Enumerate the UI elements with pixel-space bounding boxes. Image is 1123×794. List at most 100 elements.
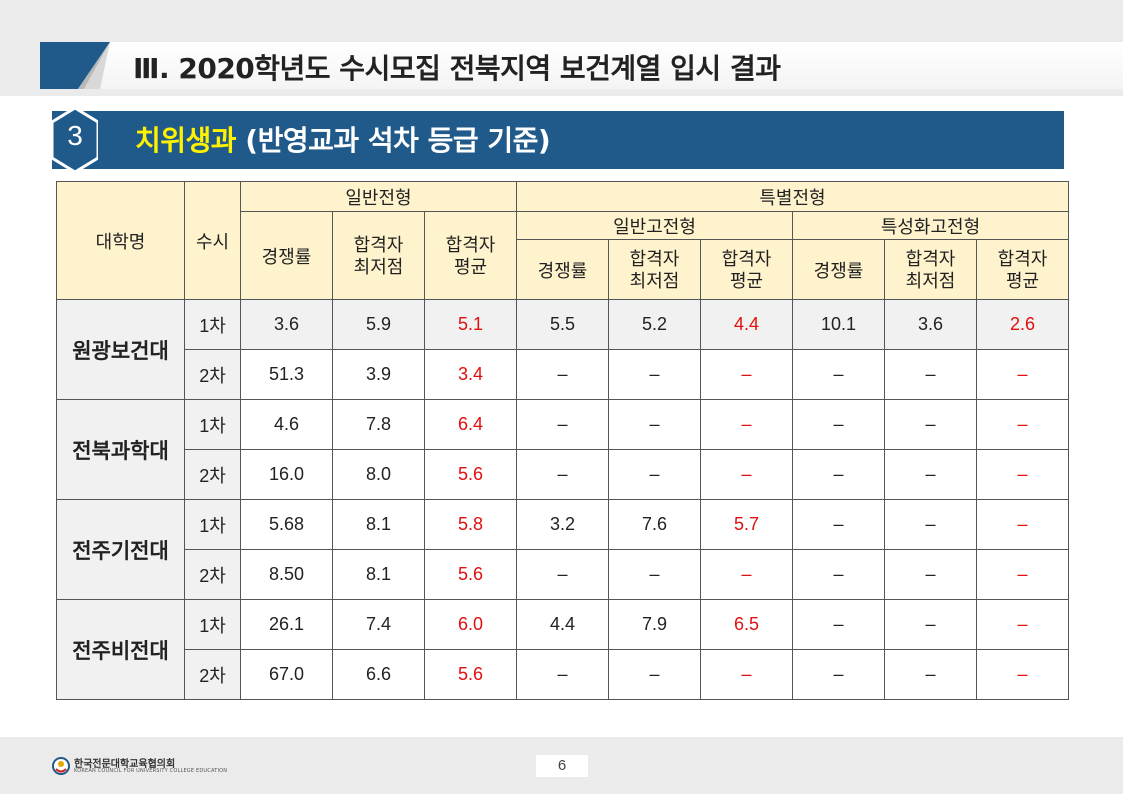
cell-gen-min: 8.1 bbox=[332, 549, 425, 600]
cell-ss-min: 3.6 bbox=[884, 299, 977, 350]
round-label: 1차 bbox=[184, 599, 241, 650]
cell-ss-avg: 2.6 bbox=[976, 299, 1069, 350]
university-name: 전주비전대 bbox=[56, 599, 185, 700]
cell-sg-avg: 5.7 bbox=[700, 499, 793, 550]
cell-gen-avg: 3.4 bbox=[424, 349, 517, 400]
cell-ss-min: – bbox=[884, 449, 977, 500]
cell-sg-avg: – bbox=[700, 349, 793, 400]
results-table: 대학명 수시 일반전형 특별전형 경쟁률 합격자 최저점 합격자 평균 일반고전형 … bbox=[56, 181, 1069, 700]
cell-gen-min: 8.0 bbox=[332, 449, 425, 500]
table-row: 2차 67.0 6.6 5.6– – – – – – bbox=[57, 649, 1069, 700]
table-row: 2차 8.50 8.1 5.6– – – – – – bbox=[57, 549, 1069, 600]
header-round: 수시 bbox=[184, 181, 241, 300]
cell-sg-min: 7.9 bbox=[608, 599, 701, 650]
page-number: 6 bbox=[536, 755, 588, 777]
cell-gen-min: 8.1 bbox=[332, 499, 425, 550]
cell-gen-competition: 3.6 bbox=[240, 299, 333, 350]
header-general: 일반전형 bbox=[240, 181, 517, 212]
cell-gen-avg: 5.1 bbox=[424, 299, 517, 350]
round-label: 2차 bbox=[184, 449, 241, 500]
cell-gen-min: 6.6 bbox=[332, 649, 425, 700]
cell-ss-min: – bbox=[884, 549, 977, 600]
org-name: 한국전문대학교육협의회 bbox=[74, 759, 176, 770]
cell-ss-min: – bbox=[884, 399, 977, 450]
cell-ss-avg: – bbox=[976, 549, 1069, 600]
cell-sg-avg: – bbox=[700, 399, 793, 450]
cell-ss-competition: – bbox=[792, 349, 885, 400]
page-title-bar bbox=[40, 42, 1123, 89]
section-title-rest: (반영교과 석차 등급 기준) bbox=[236, 124, 551, 157]
table-row: 원광보건대 1차 3.6 5.9 5.1 5.5 5.2 4.4 10.1 3.6 2.6 bbox=[56, 299, 1069, 400]
cell-sg-avg: 4.4 bbox=[700, 299, 793, 350]
cell-sg-competition: 3.2 bbox=[516, 499, 609, 550]
cell-sg-min: – bbox=[608, 399, 701, 450]
cell-ss-competition: – bbox=[792, 449, 885, 500]
table-row: 전주비전대 1차 26.1 7.4 6.0 4.4 7.9 6.5– – – bbox=[56, 599, 1069, 700]
cell-sg-competition: – bbox=[516, 399, 609, 450]
header-special-general: 일반고전형 bbox=[516, 211, 793, 240]
table-body: 원광보건대 1차 3.6 5.9 5.1 5.5 5.2 4.4 10.1 3.6 2.6 2차 51.… bbox=[56, 299, 1069, 700]
cell-sg-competition: – bbox=[516, 649, 609, 700]
section-bar bbox=[52, 111, 1064, 169]
header-ss-avg: 합격자 평균 bbox=[976, 239, 1069, 300]
cell-gen-avg: 5.6 bbox=[424, 649, 517, 700]
cell-ss-competition: – bbox=[792, 499, 885, 550]
cell-sg-competition: – bbox=[516, 449, 609, 500]
cell-ss-avg: – bbox=[976, 349, 1069, 400]
cell-ss-avg: – bbox=[976, 599, 1069, 650]
cell-sg-min: – bbox=[608, 649, 701, 700]
cell-sg-competition: 4.4 bbox=[516, 599, 609, 650]
round-label: 1차 bbox=[184, 299, 241, 350]
university-name: 원광보건대 bbox=[56, 299, 185, 400]
page-curl-icon bbox=[40, 42, 110, 89]
university-name: 전북과학대 bbox=[56, 399, 185, 500]
cell-ss-min: – bbox=[884, 499, 977, 550]
header-univ: 대학명 bbox=[56, 181, 185, 300]
cell-gen-competition: 4.6 bbox=[240, 399, 333, 450]
cell-gen-competition: 51.3 bbox=[240, 349, 333, 400]
cell-sg-min: – bbox=[608, 549, 701, 600]
cell-sg-avg: – bbox=[700, 649, 793, 700]
cell-gen-competition: 5.68 bbox=[240, 499, 333, 550]
cell-sg-avg: 6.5 bbox=[700, 599, 793, 650]
cell-ss-min: – bbox=[884, 599, 977, 650]
cell-sg-avg: – bbox=[700, 549, 793, 600]
cell-sg-avg: – bbox=[700, 449, 793, 500]
round-label: 1차 bbox=[184, 399, 241, 450]
header-general-min: 합격자 최저점 bbox=[332, 211, 425, 300]
header-general-avg: 합격자 평균 bbox=[424, 211, 517, 300]
cell-ss-competition: – bbox=[792, 649, 885, 700]
cell-gen-avg: 6.0 bbox=[424, 599, 517, 650]
cell-ss-competition: – bbox=[792, 549, 885, 600]
header-ss-min: 합격자 최저점 bbox=[884, 239, 977, 300]
table-row: 2차 51.3 3.9 3.4– – – – – – bbox=[57, 349, 1069, 400]
cell-gen-min: 7.4 bbox=[332, 599, 425, 650]
section-title: 치위생과 (반영교과 석차 등급 기준) bbox=[135, 119, 551, 159]
header-ss-competition: 경쟁률 bbox=[792, 239, 885, 300]
cell-sg-min: – bbox=[608, 449, 701, 500]
cell-gen-avg: 5.8 bbox=[424, 499, 517, 550]
header-special: 특별전형 bbox=[516, 181, 1069, 212]
cell-gen-competition: 8.50 bbox=[240, 549, 333, 600]
cell-ss-avg: – bbox=[976, 449, 1069, 500]
cell-ss-competition: 10.1 bbox=[792, 299, 885, 350]
section-title-highlight: 치위생과 bbox=[135, 124, 237, 157]
cell-gen-avg: 5.6 bbox=[424, 449, 517, 500]
header-general-competition: 경쟁률 bbox=[240, 211, 333, 300]
table-row: 전주기전대 1차 5.68 8.1 5.8 3.2 7.6 5.7– – – bbox=[56, 499, 1069, 600]
header-sg-min: 합격자 최저점 bbox=[608, 239, 701, 300]
header-sg-avg: 합격자 평균 bbox=[700, 239, 793, 300]
cell-gen-avg: 6.4 bbox=[424, 399, 517, 450]
round-label: 2차 bbox=[184, 349, 241, 400]
table-row: 전북과학대 1차 4.6 7.8 6.4– – – – – – bbox=[56, 399, 1069, 500]
cell-ss-competition: – bbox=[792, 399, 885, 450]
section-number-badge bbox=[52, 108, 98, 172]
cell-sg-competition: 5.5 bbox=[516, 299, 609, 350]
cell-ss-min: – bbox=[884, 649, 977, 700]
cell-gen-min: 3.9 bbox=[332, 349, 425, 400]
header-sg-competition: 경쟁률 bbox=[516, 239, 609, 300]
cell-ss-min: – bbox=[884, 349, 977, 400]
cell-sg-competition: – bbox=[516, 349, 609, 400]
page-title: Ⅲ. 2020학년도 수시모집 전북지역 보건계열 입시 결과 bbox=[133, 52, 781, 85]
table-row: 2차 16.0 8.0 5.6– – – – – – bbox=[57, 449, 1069, 500]
